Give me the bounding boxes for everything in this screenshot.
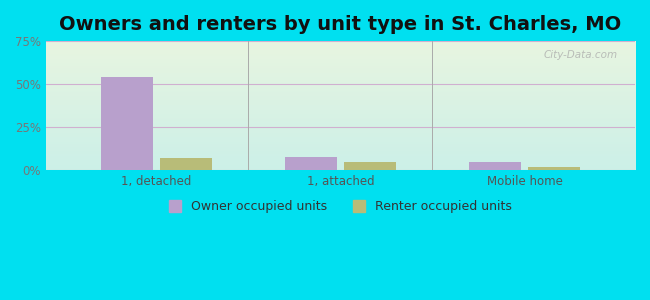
Bar	[469, 163, 521, 170]
Text: City-Data.com: City-Data.com	[543, 50, 618, 60]
Bar	[285, 157, 337, 170]
Bar	[528, 167, 580, 170]
Title: Owners and renters by unit type in St. Charles, MO: Owners and renters by unit type in St. C…	[59, 15, 621, 34]
Bar	[101, 77, 153, 170]
Legend: Owner occupied units, Renter occupied units: Owner occupied units, Renter occupied un…	[164, 195, 517, 218]
Bar	[160, 158, 211, 170]
Bar	[344, 163, 396, 170]
